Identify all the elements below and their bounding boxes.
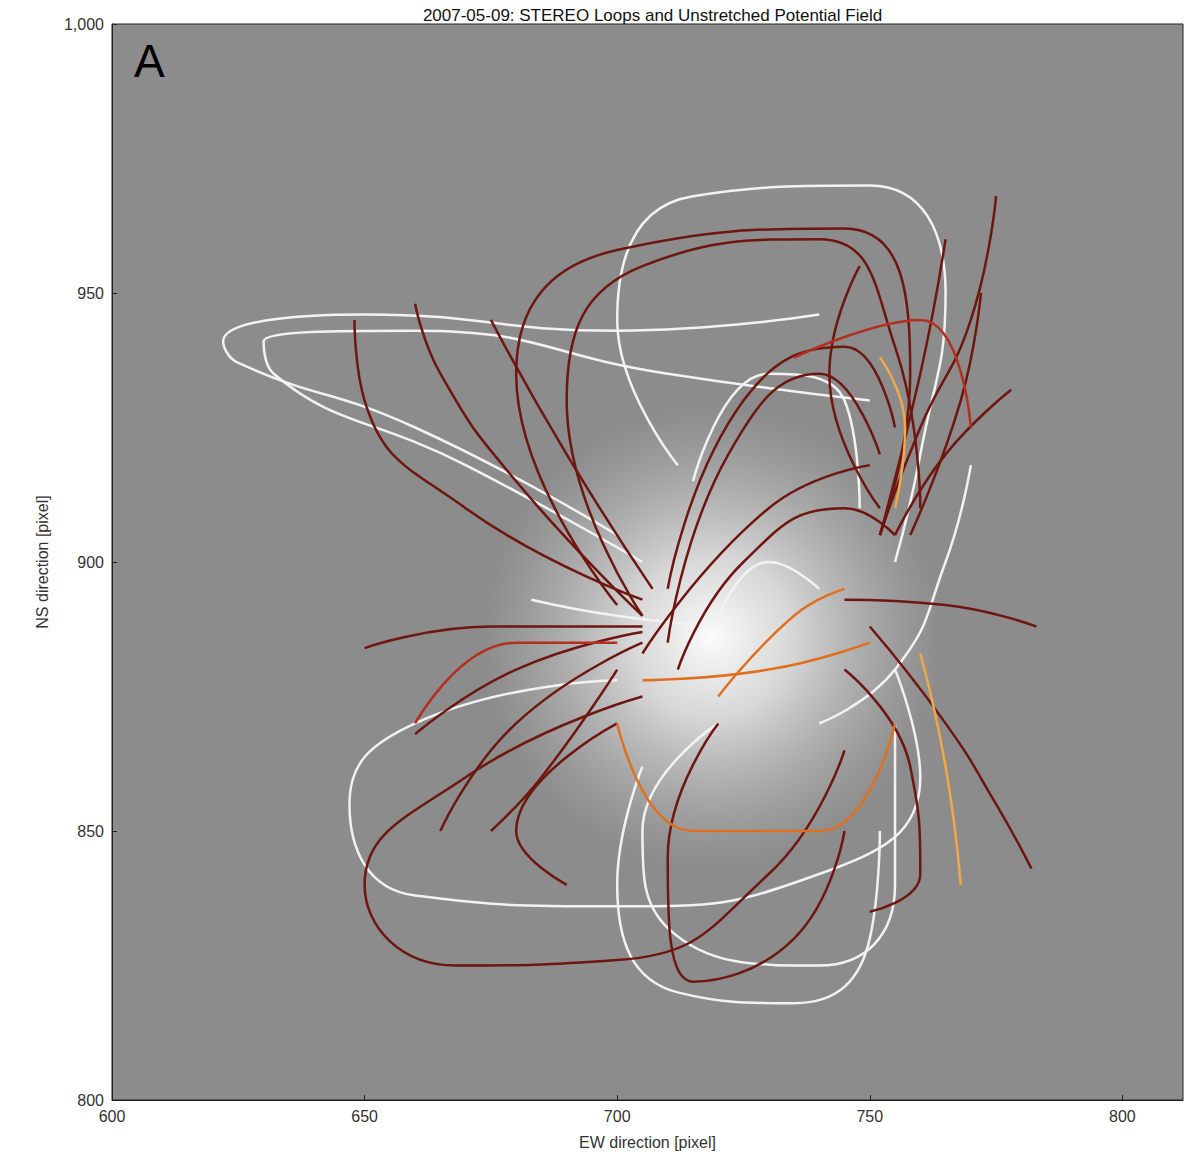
svg-text:800: 800 bbox=[77, 1092, 104, 1109]
svg-text:A: A bbox=[134, 35, 165, 87]
svg-text:650: 650 bbox=[351, 1108, 378, 1125]
svg-text:700: 700 bbox=[604, 1108, 631, 1125]
svg-text:950: 950 bbox=[77, 285, 104, 302]
svg-text:750: 750 bbox=[856, 1108, 883, 1125]
svg-text:EW direction [pixel]: EW direction [pixel] bbox=[579, 1134, 716, 1151]
svg-text:NS direction [pixel]: NS direction [pixel] bbox=[34, 495, 51, 628]
svg-text:600: 600 bbox=[99, 1108, 126, 1125]
svg-text:1,000: 1,000 bbox=[64, 16, 104, 33]
svg-text:850: 850 bbox=[77, 823, 104, 840]
svg-text:800: 800 bbox=[1109, 1108, 1136, 1125]
svg-text:900: 900 bbox=[77, 554, 104, 571]
svg-text:2007-05-09: STEREO Loops and U: 2007-05-09: STEREO Loops and Unstretched… bbox=[423, 6, 882, 25]
